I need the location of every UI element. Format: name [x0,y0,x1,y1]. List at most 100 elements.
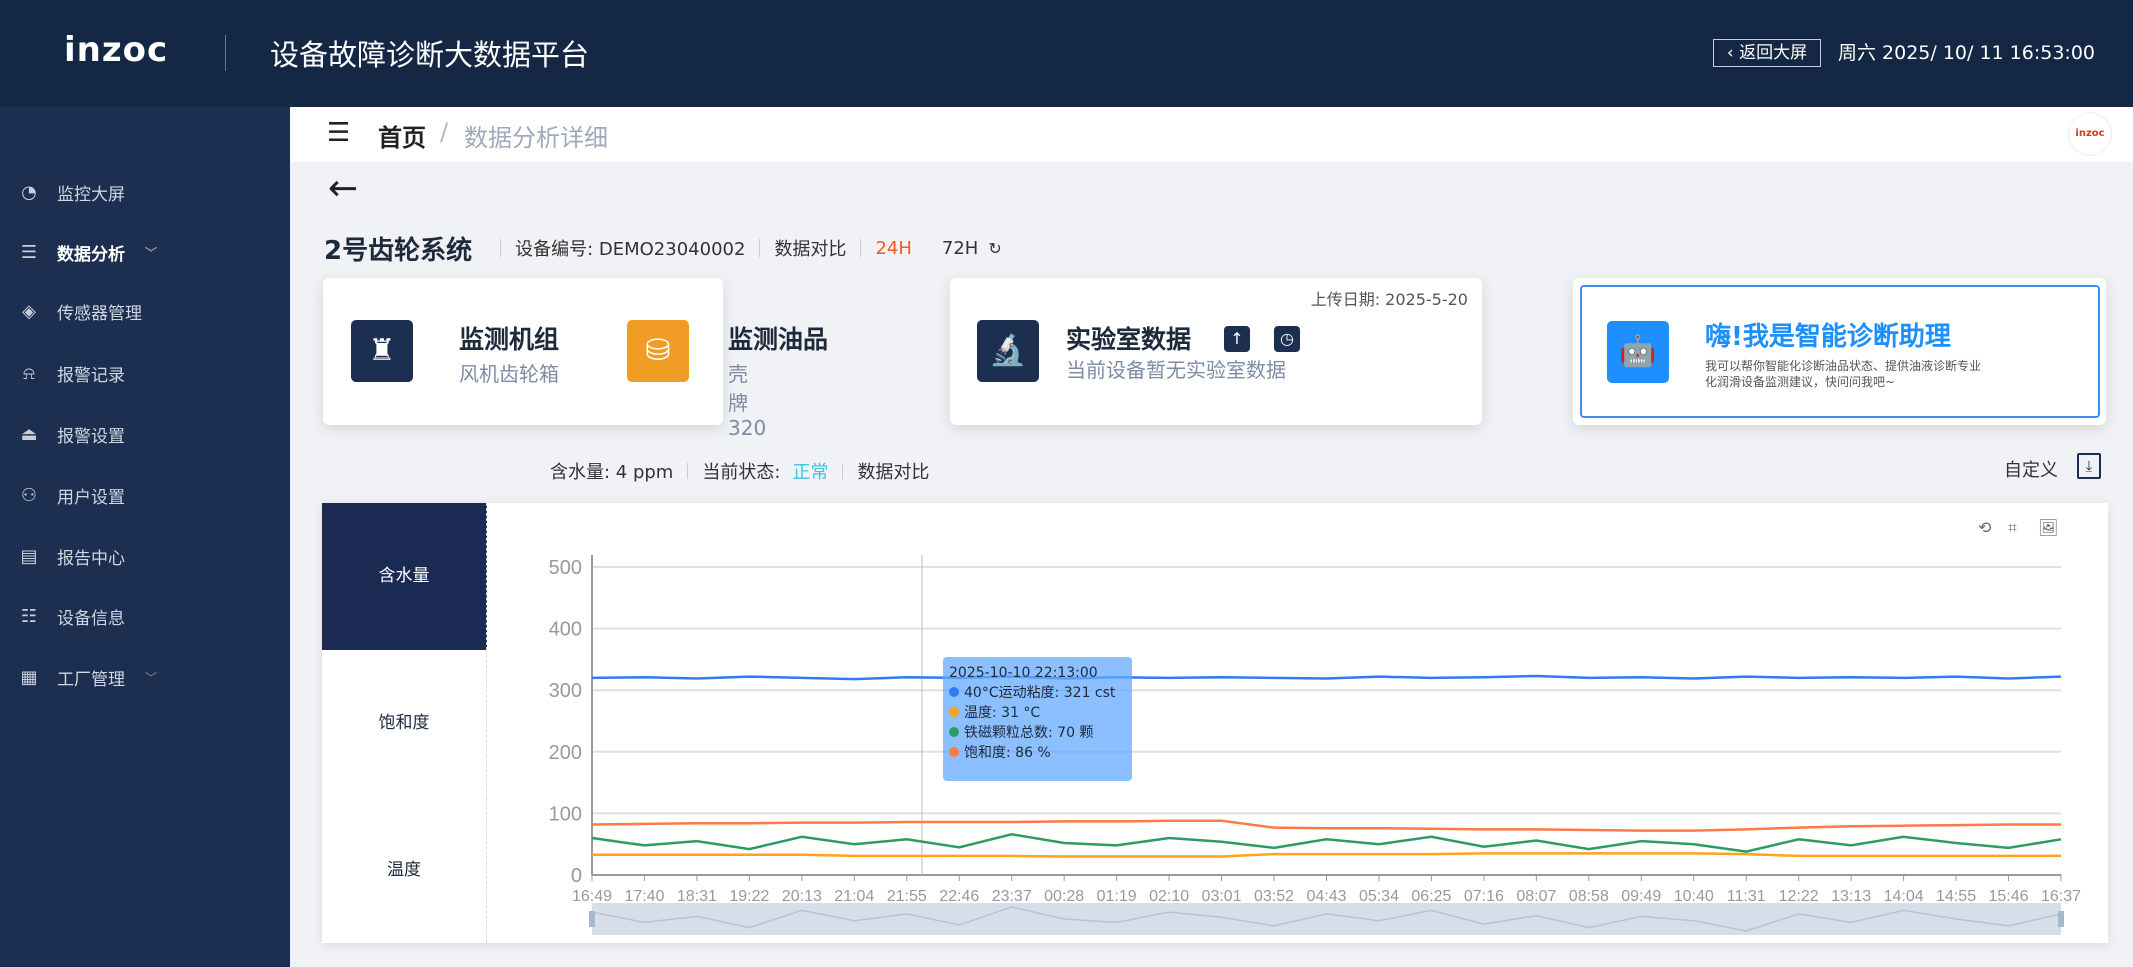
sidebar-item-label: 用户设置 [57,487,125,508]
sidebar-item-label: 数据分析 [57,244,125,265]
sidebar-item-factory-management[interactable]: ▦ 工厂管理 ﹀ [0,655,290,699]
history-icon[interactable]: ◷ [1274,326,1300,352]
sidebar-item-sensor-management[interactable]: ◈ 传感器管理 [0,289,290,333]
ai-assistant-card[interactable]: 🤖 嗨!我是智能诊断助理 我可以帮你智能化诊断油品状态、提供油液诊断专业化润滑设… [1573,278,2106,425]
device-name: 2号齿轮系统 [324,235,473,266]
tab-water-content[interactable]: 含水量 [322,503,487,650]
tooltip-value: 饱和度: 86 % [964,745,1051,761]
avatar[interactable]: inzoc [2068,112,2112,156]
tooltip-value: 40°C运动粘度: 321 cst [964,685,1116,701]
device-code: 设备编号: DEMO23040002 [515,239,746,260]
divider [500,239,502,257]
datazoom-handle-right [2058,911,2064,927]
back-arrow-icon[interactable]: ← [328,168,359,209]
alarm-settings-icon: ⏏ [20,423,38,445]
microscope-icon: 🔬 [977,320,1039,382]
app-title: 设备故障诊断大数据平台 [270,38,590,72]
tooltip-time: 2025-10-10 22:13:00 [949,665,1098,681]
dashboard-gauge-icon: ◔ [21,181,37,203]
unit-title: 监测机组 [459,325,560,354]
zoom-select-icon[interactable]: ⌗ [2008,518,2018,537]
chevron-down-icon: ﹀ [145,245,158,260]
x-tick-label: 09:49 [1621,888,1661,905]
legend-dot [949,727,959,737]
brand-logo: inzoc [64,30,169,70]
x-tick-label: 21:04 [834,888,874,905]
breadcrumb-bar [290,107,2133,162]
save-image-icon[interactable]: 🖼 [2038,518,2059,537]
chart-card: 含水量 饱和度 温度 [322,503,2108,943]
monitor-info-card: ♜ 监测机组 风机齿轮箱 ⛁ 监测油品 壳牌320 [323,278,828,440]
datazoom-handle-left [589,911,595,927]
back-to-big-screen-button[interactable]: ‹ 返回大屏 [1713,39,1821,67]
tab-temperature[interactable]: 温度 [322,797,487,943]
x-tick-label: 19:22 [729,888,769,905]
lab-desc: 当前设备暂无实验室数据 [1066,358,1286,382]
download-icon[interactable]: ⤓ [2077,453,2101,479]
x-tick-label: 08:58 [1569,888,1609,905]
custom-button[interactable]: 自定义 [2004,460,2058,481]
x-tick-label: 03:01 [1202,888,1242,905]
x-tick-label: 06:25 [1411,888,1451,905]
x-tick-label: 11:31 [1727,888,1766,905]
sidebar-item-monitor-screen[interactable]: ◔ 监控大屏 [0,170,290,214]
x-tick-label: 01:19 [1097,888,1137,905]
device-title-row: 2号齿轮系统 设备编号: DEMO23040002 数据对比 24H 72H ↻ [324,230,1002,266]
y-tick-label: 400 [549,619,582,641]
tooltip-row: 铁磁颗粒总数: 70 颗 [949,723,1126,743]
restore-icon[interactable]: ⟲ [1978,518,1992,537]
sidebar-item-label: 报警设置 [57,426,125,447]
upload-icon[interactable]: ↑ [1224,326,1250,352]
tab-saturation[interactable]: 饱和度 [322,650,487,797]
chart-tooltip: 2025-10-10 22:13:00 40°C运动粘度: 321 cst 温度… [943,657,1132,781]
sidebar-item-label: 报告中心 [57,548,125,569]
breadcrumb-current: 数据分析详细 [464,124,608,152]
tooltip-value: 铁磁颗粒总数: 70 颗 [964,725,1094,741]
sidebar-item-device-info[interactable]: ☷ 设备信息 [0,594,290,638]
sidebar-item-label: 报警记录 [57,365,125,386]
sidebar-item-data-analysis[interactable]: ☰ 数据分析 ﹀ [0,230,290,274]
menu-collapse-icon[interactable]: ☰ [327,118,351,148]
y-tick-label: 0 [571,865,582,887]
x-tick-label: 16:37 [2041,888,2081,905]
x-tick-label: 23:37 [992,888,1032,905]
y-tick-label: 300 [549,680,582,702]
sidebar-item-label: 传感器管理 [57,303,142,324]
datetime: 周六 2025/ 10/ 11 16:53:00 [1838,42,2096,64]
sidebar-item-label: 监控大屏 [57,184,125,205]
x-tick-label: 02:10 [1149,888,1189,905]
assistant-desc: 我可以帮你智能化诊断油品状态、提供油液诊断专业化润滑设备监测建议，快问问我吧~ [1705,359,1982,389]
tooltip-row: 40°C运动粘度: 321 cst [949,683,1126,703]
status-row: 含水量: 4 ppm 当前状态: 正常 数据对比 [550,458,929,484]
data-compare-link[interactable]: 数据对比 [857,462,930,483]
chevron-down-icon: ﹀ [145,670,158,685]
sidebar: ◔ 监控大屏 ☰ 数据分析 ﹀ ◈ 传感器管理 ⍾ 报警记录 ⏏ 报警设置 ⚇ 用户设置 ▤ 报… [0,107,290,967]
sidebar-item-alarm-settings[interactable]: ⏏ 报警设置 [0,412,290,456]
legend-dot [949,707,959,717]
data-compare-label[interactable]: 数据对比 [774,239,847,260]
range-24h-button[interactable]: 24H [875,237,912,259]
lab-data-card[interactable]: 上传日期: 2025-5-20 🔬 实验室数据 ↑ ◷ 当前设备暂无实验室数据 [950,278,1482,425]
legend-dot [949,687,959,697]
sidebar-item-alarm-records[interactable]: ⍾ 报警记录 [0,351,290,395]
y-tick-label: 200 [549,742,582,764]
y-tick-label: 500 [549,557,582,579]
x-tick-label: 15:46 [1989,888,2029,905]
state-label: 当前状态: [702,462,781,483]
breadcrumb-separator: / [440,118,449,146]
sidebar-item-user-settings[interactable]: ⚇ 用户设置 [0,473,290,517]
breadcrumb-home[interactable]: 首页 [378,124,426,152]
sidebar-item-report-center[interactable]: ▤ 报告中心 [0,534,290,578]
x-tick-label: 20:13 [782,888,822,905]
unit-value: 风机齿轮箱 [459,362,559,386]
machine-tower-icon: ♜ [351,320,413,382]
range-72h-button[interactable]: 72H [941,237,979,259]
x-tick-label: 07:16 [1464,888,1504,905]
sidebar-item-label: 设备信息 [57,608,125,629]
temperature-line [592,852,2061,858]
refresh-icon[interactable]: ↻ [988,238,1002,258]
layers-icon: ◈ [22,300,36,322]
divider [759,239,761,257]
x-tick-label: 04:43 [1306,888,1346,905]
x-tick-label: 18:31 [677,888,717,905]
